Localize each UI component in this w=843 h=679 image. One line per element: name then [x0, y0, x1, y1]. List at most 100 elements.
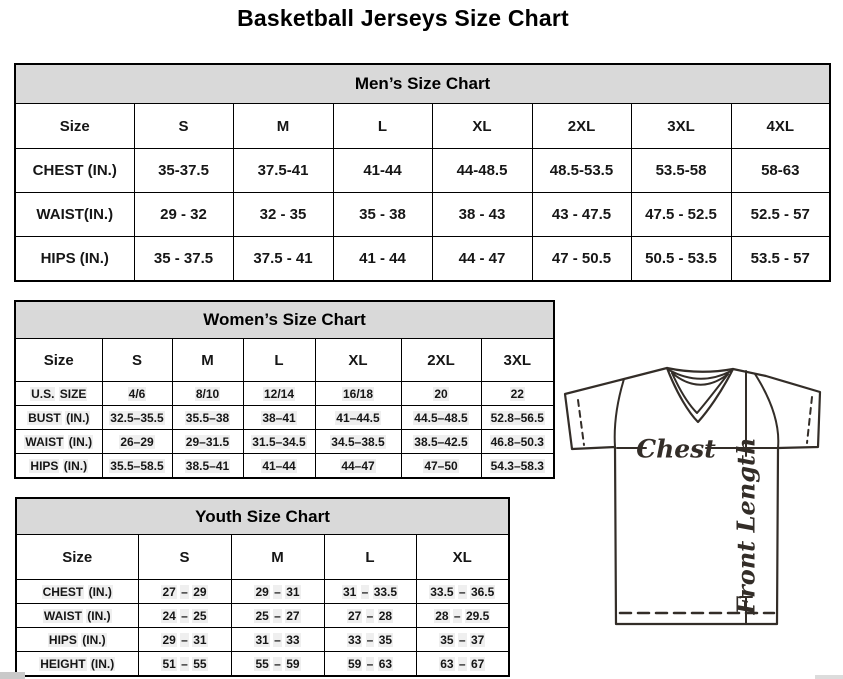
- size-value-cell: 35-37.5: [133, 148, 234, 193]
- highlighted-text: 59: [285, 656, 301, 671]
- highlighted-text: –: [273, 608, 282, 623]
- size-value-cell: 53.5-58: [630, 148, 732, 193]
- highlighted-text: 41–44: [261, 458, 297, 473]
- table-header-row: Size S M L XL: [15, 534, 510, 580]
- column-header: 3XL: [480, 338, 555, 382]
- row-label: HEIGHT (IN.): [15, 651, 139, 677]
- highlighted-text: U.S.: [30, 386, 56, 401]
- size-value-cell: 47 - 50.5: [531, 236, 632, 282]
- highlighted-text: –: [365, 608, 375, 623]
- jersey-diagram: Chest Front Length: [563, 366, 822, 626]
- highlighted-text: –: [360, 584, 370, 599]
- size-value-cell: 35.5–58.5: [101, 453, 173, 479]
- highlighted-text: 44.5–48.5: [413, 410, 469, 425]
- highlighted-text: 22: [509, 386, 525, 401]
- highlighted-text: HIPS: [29, 458, 60, 473]
- highlighted-text: 33: [285, 632, 301, 647]
- column-header: M: [232, 103, 334, 149]
- youth-size-chart: Youth Size Chart Size S M L XL CHEST (IN.) 27 –…: [15, 497, 511, 677]
- row-label: U.S. SIZE: [14, 381, 103, 406]
- table-row: WAIST (IN.) 24 – 25 25 – 27 27 – 28 28 – 29.…: [15, 603, 510, 628]
- size-value-cell: 33.5 – 36.5: [415, 579, 510, 604]
- size-value-cell: 29–31.5: [171, 429, 244, 454]
- horizontal-scrollbar-fragment-right[interactable]: [815, 675, 843, 679]
- highlighted-text: –: [457, 584, 467, 599]
- highlighted-text: 16/18: [341, 386, 375, 401]
- highlighted-text: 29: [254, 584, 270, 599]
- highlighted-text: 29.5: [464, 608, 491, 623]
- table-row: U.S. SIZE 4/6 8/10 12/14 16/18 20 22: [14, 381, 555, 406]
- size-value-cell: 55 – 59: [230, 651, 325, 677]
- size-value-cell: 53.5 - 57: [730, 236, 831, 282]
- table-title-row: Youth Size Chart: [15, 497, 510, 535]
- column-header: L: [323, 534, 417, 580]
- highlighted-text: –: [273, 656, 282, 671]
- row-label: HIPS (IN.): [14, 453, 103, 479]
- highlighted-text: 33: [346, 632, 363, 647]
- highlighted-text: 52.8–56.5: [489, 410, 545, 425]
- size-value-cell: 41–44: [242, 453, 316, 479]
- highlighted-text: 35.5–58.5: [109, 458, 165, 473]
- highlighted-text: (IN.): [89, 656, 116, 671]
- highlighted-text: –: [273, 632, 282, 647]
- highlighted-text: 46.8–50.3: [489, 434, 545, 449]
- highlighted-text: 28: [377, 608, 394, 623]
- highlighted-text: (IN.): [81, 632, 107, 647]
- table-title-row: Women’s Size Chart: [14, 300, 555, 339]
- cuff-dashed-line-right: [806, 396, 813, 444]
- column-header: M: [171, 338, 244, 382]
- size-value-cell: 38.5–41: [171, 453, 244, 479]
- highlighted-text: 20: [433, 386, 449, 401]
- row-label: CHEST (IN.): [14, 148, 135, 193]
- womens-size-chart: Women’s Size Chart Size S M L XL 2XL 3XL U.S. SI…: [14, 300, 556, 479]
- highlighted-text: 47–50: [423, 458, 459, 473]
- highlighted-text: –: [273, 584, 282, 599]
- highlighted-text: 33.5: [372, 584, 399, 599]
- chart-title: Women’s Size Chart: [14, 300, 555, 339]
- size-value-cell: 32 - 35: [232, 192, 334, 237]
- highlighted-text: 51: [161, 656, 177, 671]
- column-header: 4XL: [730, 103, 831, 149]
- highlighted-text: 4/6: [127, 386, 147, 401]
- column-header: Size: [14, 103, 135, 149]
- column-header: L: [332, 103, 433, 149]
- size-value-cell: 54.3–58.3: [480, 453, 555, 479]
- horizontal-scrollbar-fragment-left[interactable]: [0, 672, 25, 679]
- front-length-measure-line: [739, 370, 753, 625]
- highlighted-text: –: [457, 632, 467, 647]
- chart-title: Men’s Size Chart: [14, 63, 831, 104]
- highlighted-text: 38–41: [261, 410, 297, 425]
- highlighted-text: 31.5–34.5: [251, 434, 307, 449]
- highlighted-text: WAIST: [24, 434, 65, 449]
- highlighted-text: (IN.): [67, 434, 94, 449]
- column-header: Size: [14, 338, 103, 382]
- table-row: WAIST (IN.) 26–29 29–31.5 31.5–34.5 34.5–38.…: [14, 429, 555, 454]
- size-value-cell: 35 – 37: [415, 627, 510, 652]
- row-label: BUST (IN.): [14, 405, 103, 430]
- size-value-cell: 16/18: [314, 381, 402, 406]
- highlighted-text: 24: [161, 608, 177, 623]
- size-value-cell: 44–47: [314, 453, 402, 479]
- chart-title: Youth Size Chart: [15, 497, 510, 535]
- size-value-cell: 41-44: [332, 148, 433, 193]
- highlighted-text: –: [180, 656, 189, 671]
- table-row: HIPS (IN.) 35.5–58.5 38.5–41 41–44 44–47 47–5…: [14, 453, 555, 479]
- size-value-cell: 44-48.5: [431, 148, 533, 193]
- highlighted-text: –: [365, 632, 375, 647]
- highlighted-text: WAIST: [42, 608, 83, 623]
- column-header: Size: [15, 534, 139, 580]
- size-value-cell: 35 - 37.5: [133, 236, 234, 282]
- row-label: WAIST (IN.): [15, 603, 139, 628]
- highlighted-text: 31: [341, 584, 358, 599]
- column-header: XL: [431, 103, 533, 149]
- size-value-cell: 8/10: [171, 381, 244, 406]
- size-value-cell: 24 – 25: [137, 603, 232, 628]
- size-value-cell: 46.8–50.3: [480, 429, 555, 454]
- highlighted-text: 55: [254, 656, 270, 671]
- highlighted-text: 28: [434, 608, 450, 623]
- highlighted-text: 31: [192, 632, 208, 647]
- size-value-cell: 28 – 29.5: [415, 603, 510, 628]
- row-label: WAIST(IN.): [14, 192, 135, 237]
- highlighted-text: 29–31.5: [184, 434, 231, 449]
